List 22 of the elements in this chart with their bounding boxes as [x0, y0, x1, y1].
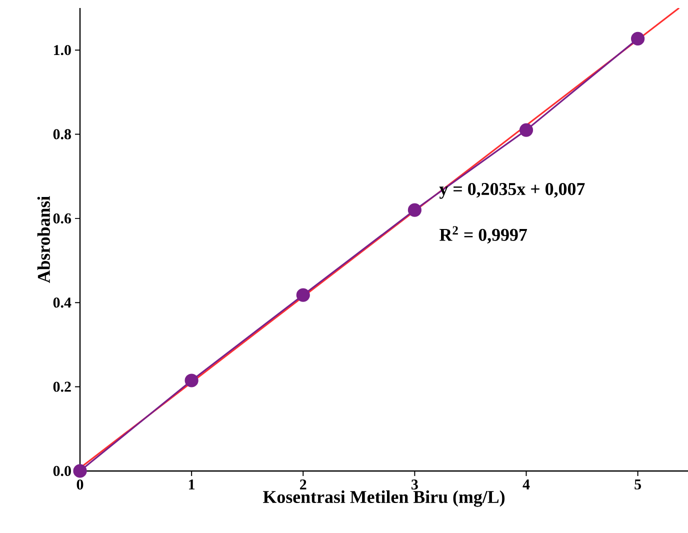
- y-tick-label: 0.0: [53, 466, 71, 476]
- y-axis-title: Absrobansi: [37, 196, 50, 283]
- x-tick-label: 0: [76, 480, 84, 490]
- x-tick-label: 4: [522, 480, 530, 490]
- y-tick-label: 0.2: [53, 382, 71, 392]
- y-tick-label: 0.8: [53, 129, 71, 140]
- point: [519, 123, 534, 137]
- annotation: y = 0,2035x + 0,007: [439, 182, 585, 199]
- annotation: R$^{2}$ = 0,9997: [440, 226, 528, 244]
- x-tick-label: 1: [189, 480, 195, 490]
- x-tick-label: 3: [412, 480, 418, 490]
- y-tick-label: 0.6: [53, 213, 72, 224]
- point: [408, 203, 422, 217]
- point: [296, 288, 310, 302]
- y-tick-label: 0.4: [53, 298, 72, 308]
- y-tick-label: 1.0: [54, 45, 71, 56]
- x-tick-label: 2: [300, 480, 306, 490]
- point: [631, 32, 645, 46]
- x-axis-title: Kosentrasi Metilen Biru (mg/L): [263, 490, 505, 507]
- point: [184, 374, 198, 388]
- x-tick-label: 5: [634, 480, 641, 490]
- point: [73, 464, 87, 478]
